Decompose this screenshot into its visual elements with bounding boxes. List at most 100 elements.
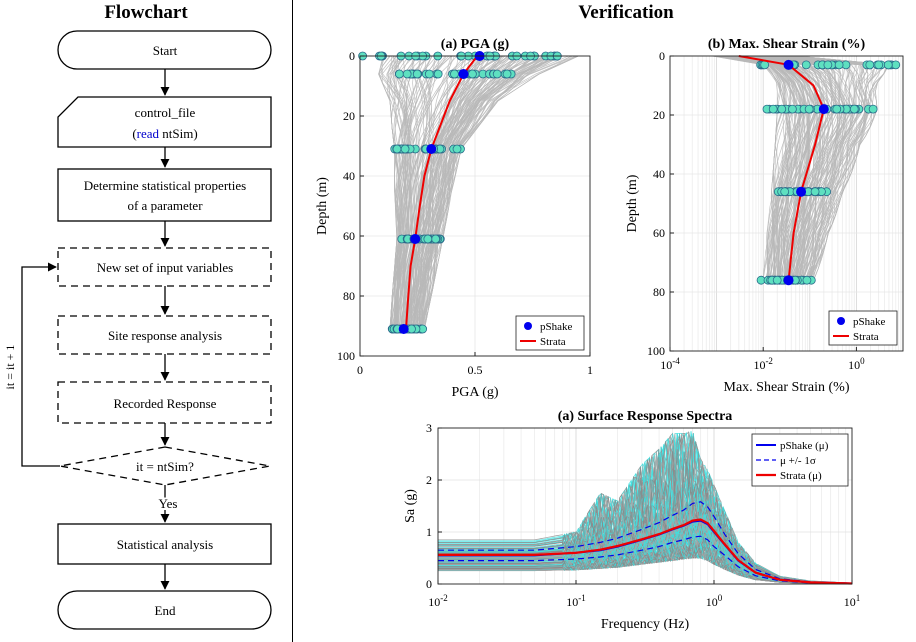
yes-label: Yes <box>159 496 178 511</box>
pshake-marker <box>865 60 875 70</box>
legend: pShake Strata <box>828 310 898 346</box>
simulation-curve <box>716 56 791 278</box>
y-tick-label: 0 <box>426 577 432 591</box>
simulation-curve <box>767 56 842 278</box>
determine-line1: Determine statistical properties <box>84 178 246 193</box>
simulation-curves <box>378 56 579 327</box>
simulation-curve <box>398 56 458 326</box>
pshake-marker <box>883 60 893 70</box>
y-ticks: 0 20 40 60 80 100 <box>337 49 364 363</box>
y-tick-label: 60 <box>343 229 355 243</box>
simulation-curves <box>712 56 890 278</box>
x-axis-label: Max. Shear Strain (%) <box>724 380 850 395</box>
legend-strata-label: Strata (μ) <box>780 470 822 482</box>
pshake-marker <box>868 104 878 114</box>
start-label: Start <box>153 43 178 58</box>
simulation-curve <box>386 56 410 327</box>
legend-pshake-label: pShake <box>540 321 573 333</box>
pshake-mean-point <box>410 234 421 244</box>
y-tick-label: 100 <box>337 349 355 363</box>
x-tick-label-exp: -4 <box>672 356 680 366</box>
statistical-node <box>57 523 272 565</box>
x-axis-label: Frequency (Hz) <box>601 617 690 632</box>
pshake-marker <box>834 60 844 70</box>
pshake-marker <box>400 144 410 154</box>
y-ticks: 0 1 2 3 <box>426 421 442 591</box>
x-tick-label: 0 <box>357 363 363 377</box>
x-tick-label-base: 10 <box>660 358 672 372</box>
pshake-marker <box>874 60 884 70</box>
determine-line2: of a parameter <box>127 198 203 213</box>
pshake-marker <box>423 234 433 244</box>
decision-node <box>59 446 271 486</box>
x-tick-label: 10-4 <box>660 356 680 372</box>
legend-box <box>515 315 585 351</box>
simulation-curve <box>390 56 417 327</box>
pshake-mean-point <box>783 59 794 70</box>
x-tick-label-exp: 0 <box>718 593 723 603</box>
strata-mean-line <box>738 55 825 281</box>
simulation-curve <box>438 538 852 584</box>
simulation-curve <box>424 56 552 327</box>
x-tick-label: 0.5 <box>468 363 483 377</box>
pshake-marker <box>832 104 842 114</box>
simulation-curve <box>394 56 440 327</box>
y-tick-label: 0 <box>659 49 665 63</box>
pshake-mean-point <box>426 144 437 154</box>
axes-box <box>669 55 904 352</box>
end-node <box>57 590 272 630</box>
y-axis-label: Depth (m) <box>625 174 640 232</box>
strata-mean-line <box>405 55 479 330</box>
x-tick-label: 10-2 <box>428 593 448 609</box>
legend-pshake-marker <box>524 322 532 330</box>
plus-sigma-line <box>438 501 853 585</box>
legend-box <box>828 310 898 346</box>
x-tick-label: 10-1 <box>566 593 586 609</box>
pshake-marker <box>492 69 502 79</box>
simulation-curve <box>406 56 501 327</box>
pshake-marker <box>849 104 859 114</box>
flowchart: Flowchart Start control_file (read ntSim… <box>3 2 272 630</box>
x-tick-label-exp: 1 <box>856 593 861 603</box>
y-tick-label: 40 <box>653 167 665 181</box>
simulation-curve <box>757 56 856 278</box>
simulation-curve <box>714 56 790 278</box>
simulation-curve <box>420 56 539 327</box>
simulation-curve <box>403 56 492 327</box>
x-ticks: 10-2 10-1 100 101 <box>428 580 860 609</box>
simulation-curve <box>741 56 824 278</box>
end-label: End <box>155 603 176 618</box>
pshake-marker <box>431 234 441 244</box>
simulation-curve <box>416 56 508 327</box>
y-tick-label: 60 <box>653 226 665 240</box>
pshake-marker <box>407 324 416 334</box>
x-axis-label: PGA (g) <box>451 385 498 400</box>
simulation-curve <box>795 56 890 278</box>
simulation-curve <box>771 56 870 278</box>
simulation-curve <box>716 56 798 278</box>
pshake-mean-point <box>796 186 807 197</box>
pshake-marker <box>392 144 402 154</box>
y-tick-label: 20 <box>653 108 665 122</box>
y-tick-label: 100 <box>647 344 665 358</box>
simulation-curve <box>729 56 818 278</box>
read-variable: ntSim) <box>159 126 198 141</box>
pshake-mean-point <box>398 324 409 334</box>
chart-title: (b) Max. Shear Strain (%) <box>708 37 866 52</box>
x-tick-label: 1 <box>587 363 593 377</box>
simulation-curve <box>737 56 811 278</box>
simulation-curve <box>729 56 816 278</box>
strata-mean-line <box>438 518 853 585</box>
pshake-marker <box>502 69 512 79</box>
simulation-curve <box>730 56 798 278</box>
control-file-read: (read ntSim) <box>132 126 197 141</box>
y-tick-label: 80 <box>653 285 665 299</box>
y-tick-label: 1 <box>426 525 432 539</box>
simulation-curve <box>720 56 804 278</box>
pshake-marker <box>468 69 477 79</box>
simulation-curve <box>395 56 441 327</box>
x-tick-label-exp: -1 <box>578 593 586 603</box>
pshake-marker <box>433 69 443 79</box>
pshake-marker <box>772 275 782 285</box>
